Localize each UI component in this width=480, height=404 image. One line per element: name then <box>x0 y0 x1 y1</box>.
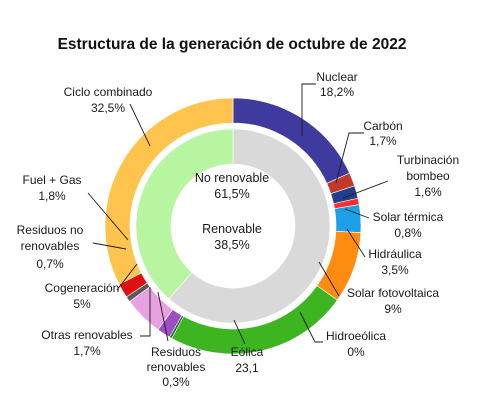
label-residuos-no-renovables-line1: Residuos no <box>17 223 84 237</box>
leader-solar-fotovoltaica <box>318 261 340 297</box>
label-cogeneracion: Cogeneración <box>45 281 120 295</box>
leader-ciclo-combinado <box>129 103 151 147</box>
value-residuos-no-renovables: 0,7% <box>36 257 64 271</box>
leader-hidroeolica <box>299 311 323 343</box>
leader-solar-termica <box>344 208 370 219</box>
label-otras-renovables: Otras renovables <box>41 328 132 342</box>
value-solar-fotovoltaica: 9% <box>384 302 402 316</box>
chart-title: Estructura de la generación de octubre d… <box>58 36 407 53</box>
leader-eolica <box>233 319 246 345</box>
donut-hole <box>171 164 295 288</box>
value-carbon: 1,7% <box>369 134 397 148</box>
slice-outer-hidraulica <box>334 204 362 233</box>
value-hidraulica: 3,5% <box>381 263 409 277</box>
label-nuclear: Nuclear <box>316 70 357 84</box>
label-residuos-renovables-line1: Residuos <box>151 345 201 359</box>
slice-labels: Nuclear18,2%Carbón1,7%Turbinaciónbombeo1… <box>17 70 459 389</box>
leader-otras-renovables <box>140 287 151 337</box>
label-turbinacion-bombeo-line2: bombeo <box>406 169 450 183</box>
value-residuos-renovables: 0,3% <box>162 375 190 389</box>
value-nuclear: 18,2% <box>320 85 354 99</box>
label-fuel-gas: Fuel + Gas <box>22 173 81 187</box>
inner-label-no-renovable: No renovable <box>195 171 269 185</box>
leader-lines <box>87 83 389 345</box>
leader-residuos-renovables <box>157 291 169 342</box>
label-solar-termica: Solar térmica <box>373 210 444 224</box>
value-solar-termica: 0,8% <box>394 226 422 240</box>
label-turbinacion-bombeo-line1: Turbinación <box>397 153 459 167</box>
leader-nuclear <box>301 83 316 136</box>
label-residuos-no-renovables-line2: renovables <box>21 239 80 253</box>
label-ciclo-combinado: Ciclo combinado <box>64 85 153 99</box>
value-cogeneracion: 5% <box>73 297 91 311</box>
leader-turbinacion-bombeo <box>342 180 389 199</box>
leader-hidraulica <box>346 228 366 258</box>
inner-label-renovable: Renovable <box>202 222 262 236</box>
leader-fuel-gas <box>87 192 129 241</box>
label-hidroeolica: Hidroeólica <box>326 329 386 343</box>
value-eolica: 23,1 <box>235 361 259 375</box>
value-otras-renovables: 1,7% <box>73 344 101 358</box>
slice-outer-ciclo-combinado <box>104 97 234 285</box>
label-hidraulica: Hidráulica <box>368 247 422 261</box>
value-ciclo-combinado: 32,5% <box>91 101 125 115</box>
label-solar-fotovoltaica: Solar fotovoltaica <box>347 286 439 300</box>
label-carbon: Carbón <box>363 119 402 133</box>
value-fuel-gas: 1,8% <box>38 189 66 203</box>
inner-value-renovable: 38,5% <box>214 238 249 252</box>
inner-ring <box>135 128 331 324</box>
leader-cogeneracion <box>116 263 138 291</box>
label-eolica: Eólica <box>231 345 264 359</box>
label-residuos-renovables-line2: renovables <box>147 360 206 374</box>
value-turbinacion-bombeo: 1,6% <box>414 185 442 199</box>
inner-value-no-renovable: 61,5% <box>214 187 249 201</box>
leader-carbon <box>335 132 364 184</box>
value-hidroeolica: 0% <box>347 345 365 359</box>
leader-residuos-no-renovables <box>92 242 127 250</box>
outer-ring <box>104 97 362 355</box>
